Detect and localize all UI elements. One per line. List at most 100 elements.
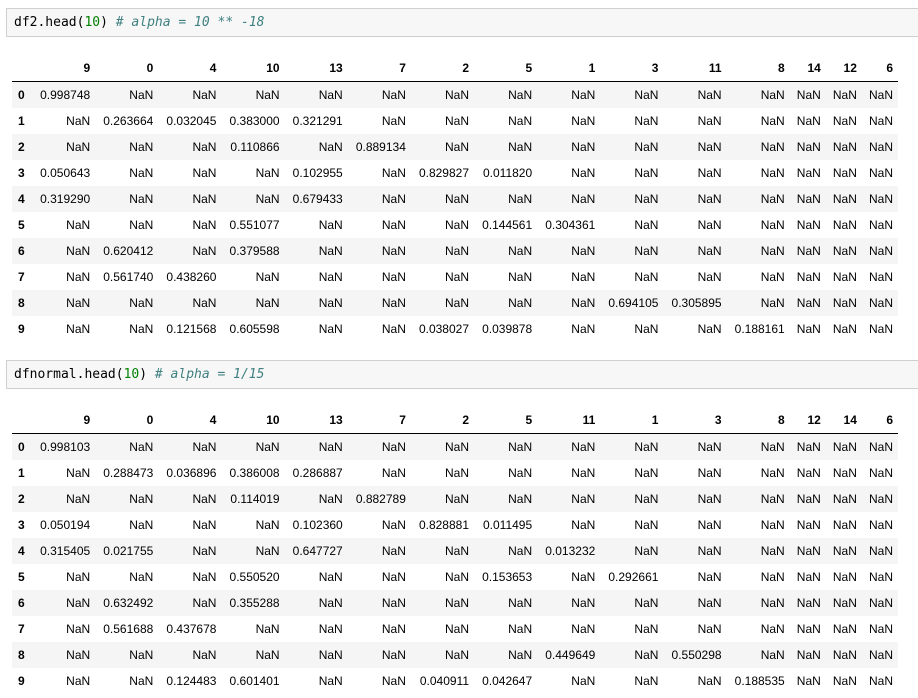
table-cell: NaN [697, 570, 722, 584]
table-row: 6 NaN 0.632492 NaN 0.355288 NaN NaN NaN NaN NaN Na… [12, 590, 898, 616]
table-cell: NaN [192, 570, 217, 584]
table-cell: 0.288473 [103, 466, 154, 480]
table-cell: 0.605598 [229, 322, 280, 336]
header-row: 9 0 4 10 13 7 2 5 11 1 3 8 12 14 6 [12, 407, 898, 434]
table-cell: NaN [634, 140, 659, 154]
table-row: 0 0.998748 NaN NaN NaN NaN NaN NaN NaN NaN NaN NaN N… [12, 81, 898, 108]
table-cell: NaN [571, 192, 596, 206]
table-cell: NaN [318, 140, 343, 154]
table-cell: NaN [318, 244, 343, 258]
table-cell: NaN [796, 322, 821, 336]
table-cell: NaN [697, 466, 722, 480]
table-cell: NaN [868, 518, 893, 532]
table-cell: NaN [192, 166, 217, 180]
table-cell: NaN [832, 570, 857, 584]
table-row: 9 NaN NaN 0.124483 0.601401 NaN NaN 0.040911 0.0… [12, 668, 898, 694]
table-cell: 0.102955 [292, 166, 343, 180]
table-cell: NaN [697, 244, 722, 258]
table-cell: 0.188535 [734, 674, 785, 688]
table-cell: NaN [129, 296, 154, 310]
table-cell: NaN [697, 114, 722, 128]
table-cell: NaN [66, 492, 91, 506]
table-cell: NaN [318, 492, 343, 506]
table-cell: 0.321291 [292, 114, 343, 128]
code-line[interactable]: dfnormal.head(10) # alpha = 1/15 [14, 367, 264, 383]
table-cell: NaN [255, 166, 280, 180]
table-cell: NaN [508, 622, 533, 636]
table-cell: NaN [445, 140, 470, 154]
table-cell: NaN [832, 674, 857, 688]
table-cell: NaN [760, 518, 785, 532]
code-cell-df2[interactable]: df2.head(10) # alpha = 10 ** -18 [6, 8, 918, 37]
table-cell: NaN [832, 322, 857, 336]
table-cell: NaN [571, 492, 596, 506]
table-cell: NaN [796, 166, 821, 180]
table-cell: NaN [129, 570, 154, 584]
table-cell: NaN [634, 492, 659, 506]
table-cell: 0.286887 [292, 466, 343, 480]
table-cell: 0.114019 [230, 492, 280, 506]
table-row: 7 NaN 0.561740 0.438260 NaN NaN NaN NaN NaN NaN Na… [12, 264, 898, 290]
table-cell: NaN [760, 166, 785, 180]
table-cell: 0.124483 [166, 674, 217, 688]
table-cell: NaN [796, 544, 821, 558]
table-cell: NaN [192, 244, 217, 258]
table-cell: NaN [381, 440, 406, 454]
table-cell: NaN [760, 440, 785, 454]
table-cell: NaN [381, 88, 406, 102]
table-cell: NaN [192, 296, 217, 310]
row-index: 2 [18, 140, 25, 154]
table-cell: 0.889134 [355, 140, 406, 154]
table-cell: NaN [445, 218, 470, 232]
table-cell: NaN [129, 218, 154, 232]
code-cell-dfnormal[interactable]: dfnormal.head(10) # alpha = 1/15 [6, 360, 918, 389]
table-cell: 0.998103 [40, 440, 91, 454]
code-line[interactable]: df2.head(10) # alpha = 10 ** -18 [14, 15, 264, 31]
column-header: 6 [861, 55, 898, 82]
table-cell: NaN [318, 322, 343, 336]
table-cell: NaN [796, 192, 821, 206]
table-cell: NaN [129, 674, 154, 688]
row-index: 3 [18, 166, 25, 180]
table-cell: 0.042647 [482, 674, 533, 688]
table-cell: NaN [760, 466, 785, 480]
table-cell: NaN [697, 492, 722, 506]
table-cell: 0.050194 [40, 518, 91, 532]
row-index: 7 [18, 270, 25, 284]
table-cell: 0.039878 [482, 322, 533, 336]
table-cell: NaN [697, 440, 722, 454]
table-cell: NaN [192, 440, 217, 454]
row-index: 5 [18, 218, 25, 232]
table-cell: NaN [832, 244, 857, 258]
table-cell: 0.292661 [608, 570, 659, 584]
table-cell: NaN [571, 88, 596, 102]
index-header [12, 55, 39, 82]
column-header: 10 [221, 407, 285, 434]
table-cell: NaN [832, 166, 857, 180]
table-cell: NaN [255, 648, 280, 662]
table-cell: NaN [445, 440, 470, 454]
table-cell: NaN [697, 596, 722, 610]
table-cell: NaN [760, 570, 785, 584]
table-cell: NaN [868, 166, 893, 180]
table-cell: NaN [129, 322, 154, 336]
table-row: 4 0.315405 0.021755 NaN NaN 0.647727 NaN NaN NaN… [12, 538, 898, 564]
row-index: 9 [18, 674, 25, 688]
table-cell: NaN [192, 544, 217, 558]
table-cell: NaN [634, 114, 659, 128]
column-header: 13 [284, 55, 348, 82]
column-header: 8 [726, 407, 790, 434]
table-cell: NaN [832, 440, 857, 454]
table-cell: NaN [832, 218, 857, 232]
table-cell: NaN [381, 218, 406, 232]
table-cell: NaN [760, 88, 785, 102]
table-cell: NaN [634, 596, 659, 610]
table-cell: NaN [868, 648, 893, 662]
table-cell: 0.319290 [40, 192, 91, 206]
table-cell: NaN [571, 622, 596, 636]
row-index: 4 [18, 192, 25, 206]
table-cell: NaN [868, 466, 893, 480]
row-index: 8 [18, 296, 25, 310]
table-cell: NaN [634, 88, 659, 102]
table-cell: NaN [571, 140, 596, 154]
